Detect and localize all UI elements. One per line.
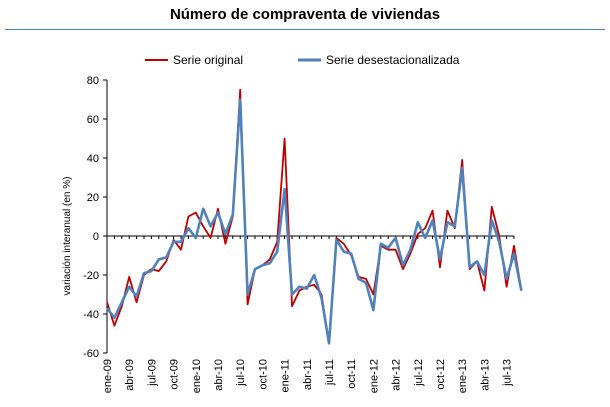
- x-tick-label: oct-12: [435, 359, 447, 390]
- legend: Serie original Serie desestacionalizada: [145, 53, 460, 67]
- series-layer: [105, 88, 523, 345]
- x-tick-label: abr-12: [391, 359, 403, 391]
- y-tick-label: 60: [87, 114, 99, 126]
- y-tick-label: 80: [87, 75, 99, 87]
- x-tick-label: jul-11: [324, 359, 336, 386]
- title-divider: [5, 29, 605, 30]
- series-line-original: [106, 88, 523, 345]
- y-tick-label: -40: [83, 309, 99, 321]
- x-tick-label: jul-13: [502, 359, 514, 387]
- x-tick-label: ene-13: [457, 359, 469, 393]
- x-tick-label: oct-11: [346, 359, 358, 389]
- x-tick-label: abr-13: [479, 359, 491, 391]
- x-tick-label: ene-12: [368, 359, 380, 393]
- x-tick-label: abr-10: [213, 359, 225, 391]
- legend-label-original: Serie original: [173, 53, 243, 67]
- y-tick-label: -20: [83, 270, 99, 282]
- x-tick-label: abr-09: [124, 359, 136, 391]
- chart-title: Número de compraventa de viviendas: [169, 6, 441, 23]
- series-line-desestacionalizada: [105, 98, 523, 345]
- x-tick-label: jul-09: [146, 359, 158, 387]
- x-tick-label: ene-09: [102, 359, 114, 393]
- legend-label-desestacionalizada: Serie desestacionalizada: [326, 53, 460, 67]
- x-tick-label: oct-10: [257, 359, 269, 390]
- x-tick-label: oct-09: [169, 359, 181, 390]
- x-tick-label: ene-10: [191, 359, 203, 393]
- y-tick-label: -60: [83, 348, 99, 360]
- y-tick-label: 0: [93, 231, 99, 243]
- y-axis-label: variación interanual (en %): [62, 177, 73, 296]
- axes: -60 -40 -20 0 20 40 60 80 ene-09 abr-09 jul-09 oct-…: [83, 75, 515, 393]
- x-tick-label: ene-11: [280, 359, 292, 392]
- x-tick-label: abr-11: [302, 359, 314, 390]
- x-tick-label: jul-10: [235, 359, 247, 387]
- y-tick-label: 20: [87, 192, 99, 204]
- y-tick-label: 40: [87, 153, 99, 165]
- x-tick-label: jul-12: [413, 359, 425, 387]
